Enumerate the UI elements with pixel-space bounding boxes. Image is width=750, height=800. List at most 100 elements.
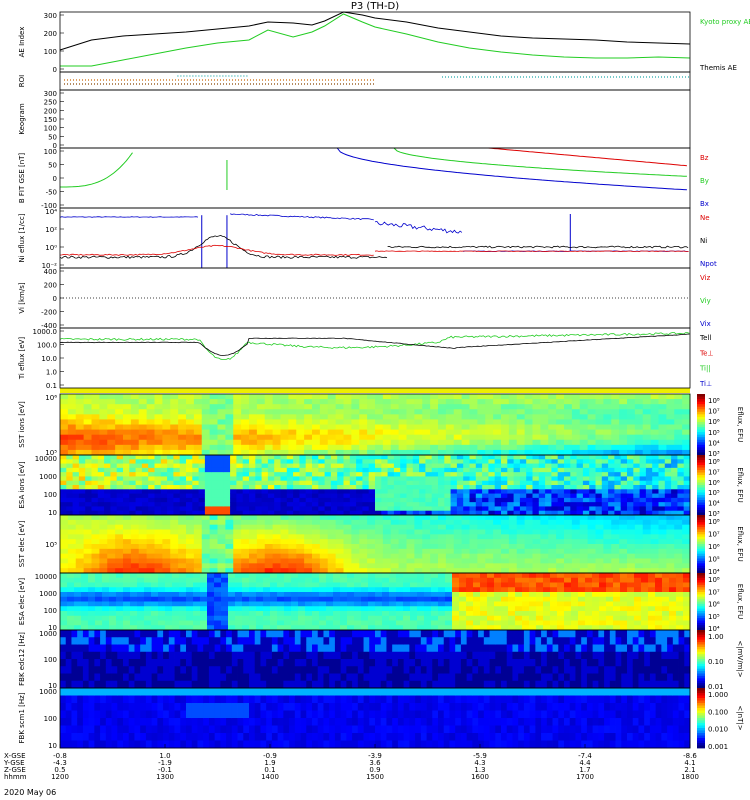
spectrogram-cell	[82, 673, 90, 682]
spectrogram-cell	[261, 506, 269, 512]
spectrogram-cell	[312, 455, 319, 460]
spectrogram-cell	[501, 502, 508, 507]
spectrogram-cell	[524, 394, 533, 400]
spectrogram-cell	[522, 587, 530, 593]
spectrogram-cell	[75, 429, 85, 436]
spectrogram-cell	[241, 534, 250, 540]
spectrogram-cell	[288, 399, 297, 405]
spectrogram-cell	[475, 476, 483, 482]
spectrogram-cell	[645, 463, 653, 469]
spectrogram-cell	[485, 409, 494, 415]
spectrogram-cell	[324, 510, 332, 516]
spectrogram-cell	[272, 534, 281, 540]
spectrogram-cell	[666, 524, 675, 530]
spectrogram-cell	[60, 544, 69, 550]
spectrogram-cell	[286, 455, 294, 460]
spectrogram-cell	[633, 459, 640, 464]
spectrogram-cell	[67, 601, 75, 607]
spectrogram-cell	[154, 497, 162, 503]
spectrogram-cell	[516, 515, 526, 521]
colorbar-cell	[697, 416, 705, 420]
spectrogram-cell	[676, 615, 684, 621]
spectrogram-cell	[116, 455, 124, 460]
spectrogram-cell	[162, 429, 171, 436]
colorbar-cell	[697, 515, 705, 518]
spectrogram-cell	[67, 439, 77, 446]
spectrogram-cell	[571, 409, 581, 415]
colorbar-tick: 10³	[708, 510, 720, 518]
spectrogram-cell	[173, 459, 181, 464]
spectrogram-cell	[65, 666, 72, 674]
spectrogram-cell	[123, 414, 132, 420]
spectrogram-cell	[137, 601, 145, 607]
spectrogram-cell	[324, 480, 332, 486]
spectrogram-cell	[221, 582, 229, 588]
spectrogram-cell	[634, 429, 644, 436]
spectrogram-cell	[154, 524, 163, 530]
spectrogram-cell	[129, 493, 136, 499]
spectrogram-cell	[494, 611, 502, 617]
spectrogram-cell	[237, 659, 244, 667]
spectrogram-cell	[286, 510, 294, 516]
spectrogram-cell	[170, 524, 179, 530]
spectrogram-cell	[611, 429, 620, 436]
spectrogram-cell	[233, 524, 242, 530]
spectrogram-cell	[627, 529, 636, 535]
spectrogram-cell	[403, 606, 411, 612]
spectrogram-cell	[249, 577, 257, 583]
spectrogram-cell	[233, 424, 242, 430]
spectrogram-cell	[658, 529, 667, 535]
ae-lines	[59, 11, 691, 67]
spectrogram-cell	[207, 587, 215, 593]
spectrogram-cell	[100, 659, 107, 667]
spectrogram-cell	[519, 476, 527, 482]
spectrogram-cell	[571, 582, 579, 588]
spectrogram-cell	[359, 424, 368, 430]
spectrogram-cell	[595, 414, 604, 420]
spectrogram-cell	[501, 404, 510, 410]
spectrogram-cell	[532, 429, 541, 436]
spectrogram-cell	[327, 568, 337, 574]
spectrogram-cell	[382, 625, 390, 631]
spectrogram-cell	[645, 476, 653, 482]
spectrogram-cell	[469, 506, 477, 512]
spectrogram-cell	[186, 596, 194, 602]
spectrogram-cell	[658, 515, 667, 521]
spectrogram-cell	[140, 630, 147, 638]
spectrogram-cell	[368, 573, 376, 579]
spectrogram-cell	[493, 404, 502, 410]
spectrogram-cell	[356, 489, 363, 494]
spectrogram-cell	[501, 463, 508, 469]
spectrogram-cell	[75, 439, 85, 446]
spectrogram-cell	[389, 587, 397, 593]
spectrogram-cell	[368, 467, 376, 473]
spectrogram-cell	[291, 573, 299, 579]
spectrogram-cell	[658, 502, 666, 507]
spectrogram-cell	[221, 596, 229, 602]
spectrogram-cell	[381, 472, 388, 477]
spectrogram-cell	[135, 480, 143, 486]
spectrogram-cell	[564, 548, 573, 555]
spectrogram-cell	[201, 553, 211, 559]
spectrogram-cell	[620, 472, 628, 477]
spectrogram-cell	[236, 463, 244, 469]
spectrogram-cell	[261, 455, 269, 460]
spectrogram-cell	[501, 596, 509, 602]
spectrogram-cell	[603, 563, 612, 569]
spectrogram-cell	[515, 606, 523, 612]
spectrogram-cell	[485, 434, 494, 441]
spectrogram-cell	[104, 485, 111, 490]
spectrogram-cell	[274, 467, 281, 473]
spectrogram-cell	[270, 611, 278, 617]
spectrogram-cell	[579, 529, 589, 535]
spectrogram-cell	[211, 476, 218, 482]
spectrogram-cell	[459, 601, 467, 607]
spectrogram-cell	[422, 394, 431, 400]
spectrogram-cell	[501, 476, 508, 482]
spectrogram-cell	[477, 444, 486, 451]
spectrogram-cell	[228, 611, 236, 617]
spectrogram-cell	[627, 472, 634, 477]
spectrogram-cell	[650, 544, 659, 550]
spectrogram-cell	[620, 601, 628, 607]
spectrogram-cell	[368, 472, 376, 477]
